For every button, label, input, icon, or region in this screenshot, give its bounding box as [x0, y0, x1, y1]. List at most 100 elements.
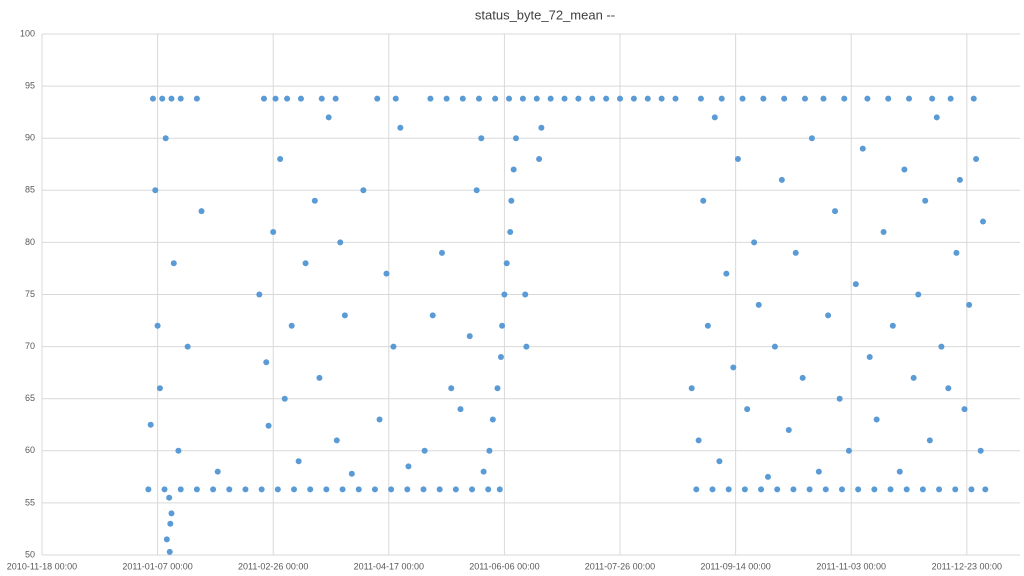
point — [438, 249, 445, 256]
x-tick-label: 2011-06-06 00:00 — [469, 561, 539, 571]
point — [392, 95, 399, 102]
point — [390, 343, 397, 350]
point — [700, 197, 707, 204]
point — [506, 95, 513, 102]
y-tick-label: 70 — [25, 341, 35, 351]
point — [658, 95, 665, 102]
point — [436, 486, 443, 493]
point — [915, 291, 922, 298]
point — [945, 385, 952, 392]
point — [507, 228, 514, 235]
point — [214, 468, 221, 475]
point — [730, 364, 737, 371]
point — [970, 95, 977, 102]
point — [873, 416, 880, 423]
point — [825, 312, 832, 319]
point — [152, 187, 159, 194]
point — [272, 95, 279, 102]
point — [919, 486, 926, 493]
point — [501, 291, 508, 298]
point — [734, 156, 741, 163]
x-tick-label: 2011-09-14 00:00 — [700, 561, 770, 571]
point — [758, 486, 765, 493]
point — [307, 486, 314, 493]
point — [376, 416, 383, 423]
point — [806, 486, 813, 493]
point — [168, 510, 175, 517]
point — [486, 447, 493, 454]
point — [792, 249, 799, 256]
point — [589, 95, 596, 102]
point — [448, 385, 455, 392]
point — [288, 322, 295, 329]
point — [156, 385, 163, 392]
point — [371, 486, 378, 493]
point — [709, 486, 716, 493]
point — [147, 421, 154, 428]
point — [973, 156, 980, 163]
point — [906, 95, 913, 102]
point — [952, 486, 959, 493]
point — [429, 312, 436, 319]
point — [332, 95, 339, 102]
point — [718, 95, 725, 102]
point — [929, 95, 936, 102]
point — [801, 95, 808, 102]
point — [887, 486, 894, 493]
point — [494, 385, 501, 392]
point — [193, 486, 200, 493]
point — [318, 95, 325, 102]
point — [348, 470, 355, 477]
point — [475, 95, 482, 102]
point — [166, 494, 173, 501]
x-tick-label: 2011-01-07 00:00 — [122, 561, 192, 571]
point — [163, 536, 170, 543]
x-tick-label: 2011-12-23 00:00 — [932, 561, 1002, 571]
point — [258, 486, 265, 493]
point — [443, 95, 450, 102]
point — [755, 301, 762, 308]
point — [866, 354, 873, 361]
point — [790, 486, 797, 493]
point — [910, 374, 917, 381]
x-tick-label: 2011-07-26 00:00 — [585, 561, 655, 571]
point — [820, 95, 827, 102]
point — [388, 486, 395, 493]
point — [815, 468, 822, 475]
point — [522, 291, 529, 298]
point — [936, 486, 943, 493]
point — [982, 486, 989, 493]
point — [723, 270, 730, 277]
y-tick-label: 100 — [20, 28, 35, 38]
x-tick-label: 2011-04-17 00:00 — [354, 561, 424, 571]
y-tick-label: 50 — [25, 549, 35, 559]
point — [977, 447, 984, 454]
point — [751, 239, 758, 246]
point — [953, 249, 960, 256]
point — [695, 437, 702, 444]
point — [822, 486, 829, 493]
point — [159, 95, 166, 102]
point — [489, 416, 496, 423]
point — [281, 395, 288, 402]
point — [427, 95, 434, 102]
y-tick-label: 90 — [25, 133, 35, 143]
point — [166, 548, 173, 555]
y-tick-label: 55 — [25, 497, 35, 507]
point — [852, 281, 859, 288]
point — [325, 114, 332, 121]
point — [496, 486, 503, 493]
point — [885, 95, 892, 102]
point — [404, 486, 411, 493]
point — [512, 135, 519, 142]
point — [311, 197, 318, 204]
point — [485, 486, 492, 493]
point — [161, 486, 168, 493]
point — [845, 447, 852, 454]
point — [175, 447, 182, 454]
point — [693, 486, 700, 493]
y-tick-label: 95 — [25, 80, 35, 90]
point — [405, 463, 412, 470]
x-tick-label: 2011-02-26 00:00 — [238, 561, 308, 571]
